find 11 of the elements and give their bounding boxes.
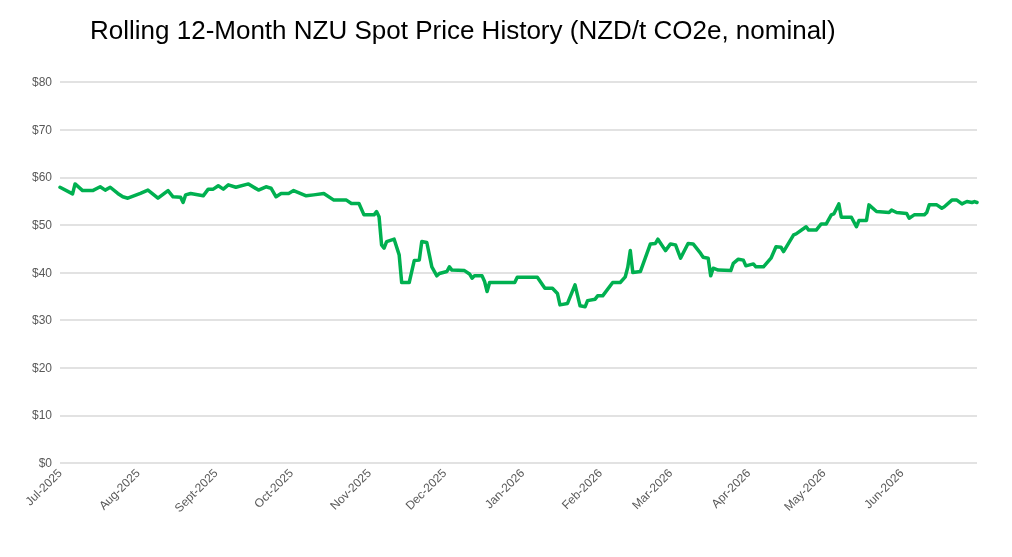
- y-tick-label: $70: [31, 122, 53, 137]
- y-tick-label: $10: [31, 408, 53, 423]
- chart-title: Rolling 12-Month NZU Spot Price History (NZD/t CO2e, nominal): [90, 15, 836, 45]
- line-series: [58, 182, 979, 309]
- y-tick-label: $20: [31, 360, 53, 375]
- y-tick-label: $80: [31, 75, 53, 89]
- y-tick-label: $30: [31, 313, 53, 328]
- y-tick-label: $40: [31, 265, 53, 280]
- y-tick-label: $50: [31, 217, 53, 232]
- y-tick-label: $0: [38, 456, 53, 470]
- y-tick-label: $60: [31, 170, 53, 185]
